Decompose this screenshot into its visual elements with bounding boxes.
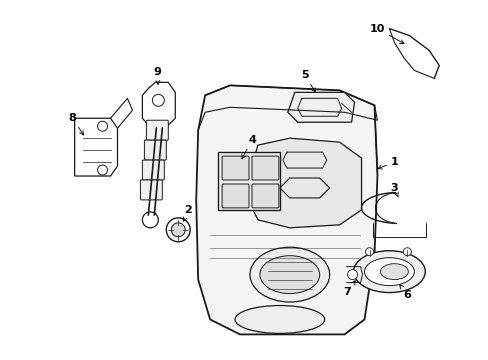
Text: 10: 10 (369, 24, 403, 44)
FancyBboxPatch shape (218, 152, 279, 210)
Text: 9: 9 (153, 67, 161, 85)
Ellipse shape (235, 306, 324, 333)
Circle shape (142, 212, 158, 228)
FancyBboxPatch shape (140, 180, 162, 200)
Polygon shape (247, 138, 361, 228)
Ellipse shape (260, 256, 319, 293)
Text: 2: 2 (183, 205, 192, 221)
Ellipse shape (249, 247, 329, 302)
Circle shape (152, 94, 164, 106)
Polygon shape (287, 92, 354, 122)
FancyBboxPatch shape (222, 184, 248, 208)
Polygon shape (142, 82, 175, 125)
Text: 1: 1 (377, 157, 398, 169)
Polygon shape (75, 118, 117, 176)
Text: 7: 7 (343, 281, 355, 297)
Polygon shape (196, 85, 377, 334)
Text: 3: 3 (390, 183, 397, 197)
Circle shape (98, 165, 107, 175)
Text: 5: 5 (300, 71, 315, 92)
FancyBboxPatch shape (144, 140, 166, 160)
Circle shape (403, 248, 410, 256)
FancyBboxPatch shape (142, 160, 164, 180)
FancyBboxPatch shape (251, 184, 278, 208)
Circle shape (365, 248, 373, 256)
Text: 8: 8 (69, 113, 83, 135)
Ellipse shape (353, 251, 425, 293)
Text: 6: 6 (399, 285, 410, 300)
Ellipse shape (380, 264, 407, 280)
Text: 4: 4 (242, 135, 255, 159)
FancyBboxPatch shape (222, 156, 248, 180)
Circle shape (347, 270, 357, 280)
Circle shape (98, 121, 107, 131)
FancyBboxPatch shape (146, 120, 168, 140)
Ellipse shape (364, 258, 413, 285)
Circle shape (171, 223, 185, 237)
Circle shape (166, 218, 190, 242)
FancyBboxPatch shape (251, 156, 278, 180)
